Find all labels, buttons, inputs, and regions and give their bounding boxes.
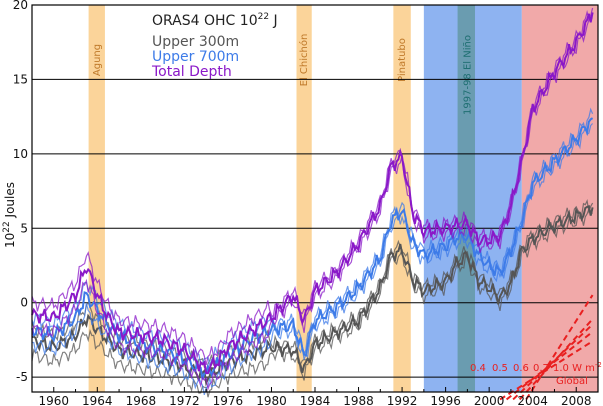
flux-region-label: Global xyxy=(556,376,588,387)
heating-rate-lines xyxy=(499,294,594,401)
flux-line-0 xyxy=(499,340,594,401)
y-tick-label-15: 15 xyxy=(13,72,28,86)
event-label-0: Agung xyxy=(92,44,103,76)
period-label-el-nino: 1997-98 El Niño xyxy=(462,35,473,115)
x-tick-label-1968: 1968 xyxy=(126,394,157,406)
x-tick-label-1980: 1980 xyxy=(256,394,287,406)
period-band-1 xyxy=(457,5,476,392)
y-tick-label--5: -5 xyxy=(16,370,28,384)
x-tick-label-1972: 1972 xyxy=(169,394,200,406)
chart-title: ORAS4 OHC 1022 J xyxy=(152,12,278,29)
legend-total-depth: Total Depth xyxy=(151,64,232,80)
series-line-upper-700m-2 xyxy=(31,107,594,366)
series-line-total-depth-2 xyxy=(31,7,594,366)
y-axis-label: 1022 Joules xyxy=(2,182,17,248)
x-tick-label-1976: 1976 xyxy=(213,394,244,406)
series-line-total-depth-1 xyxy=(31,12,594,375)
x-tick-label-1984: 1984 xyxy=(300,394,331,406)
series-line-upper-700m-0 xyxy=(31,123,594,396)
flux-label-0.7: 0.7 xyxy=(533,363,549,374)
legend-upper-700m: Upper 700m xyxy=(152,49,239,65)
event-band-2 xyxy=(393,5,411,392)
x-tick-label-1964: 1964 xyxy=(82,394,113,406)
flux-line-4 xyxy=(525,294,594,400)
x-tick-label-1988: 1988 xyxy=(343,394,374,406)
axes: 1960 1964 1968 1972 1976 1980 1984 1988 1992 1996… xyxy=(13,0,599,406)
x-tick-label-2008: 2008 xyxy=(561,394,592,406)
x-tick-label-1992: 1992 xyxy=(387,394,418,406)
flux-label-0.6: 0.6 xyxy=(513,363,529,374)
y-tick-label-5: 5 xyxy=(20,221,28,235)
series-lines xyxy=(31,7,594,398)
flux-label-1.0: 1.0 W m-2 xyxy=(553,361,602,374)
x-tick-label-1960: 1960 xyxy=(38,394,69,406)
event-label-2: Pinatubo xyxy=(397,38,408,82)
x-tick-label-1996: 1996 xyxy=(430,394,461,406)
y-tick-label-10: 10 xyxy=(13,147,28,161)
flux-label-0.4: 0.4 xyxy=(470,363,486,374)
y-tick-label-20: 20 xyxy=(13,0,28,12)
flux-line-3 xyxy=(518,318,594,401)
period-band-2 xyxy=(521,5,598,392)
x-tick-label-2004: 2004 xyxy=(517,394,548,406)
series-line-upper-300m-0 xyxy=(31,207,593,398)
legend-upper-300m: Upper 300m xyxy=(152,34,239,50)
legend: ORAS4 OHC 1022 J Upper 300m Upper 700m T… xyxy=(151,12,278,80)
x-tick-label-2000: 2000 xyxy=(474,394,505,406)
event-label-1: El Chichón xyxy=(298,34,310,87)
shaded-periods: Agung El Chichón Pinatubo 1997-98 El Niño xyxy=(88,5,598,392)
event-band-1 xyxy=(296,5,312,392)
y-tick-label-0: 0 xyxy=(20,296,28,310)
flux-label-0.5: 0.5 xyxy=(492,363,508,374)
